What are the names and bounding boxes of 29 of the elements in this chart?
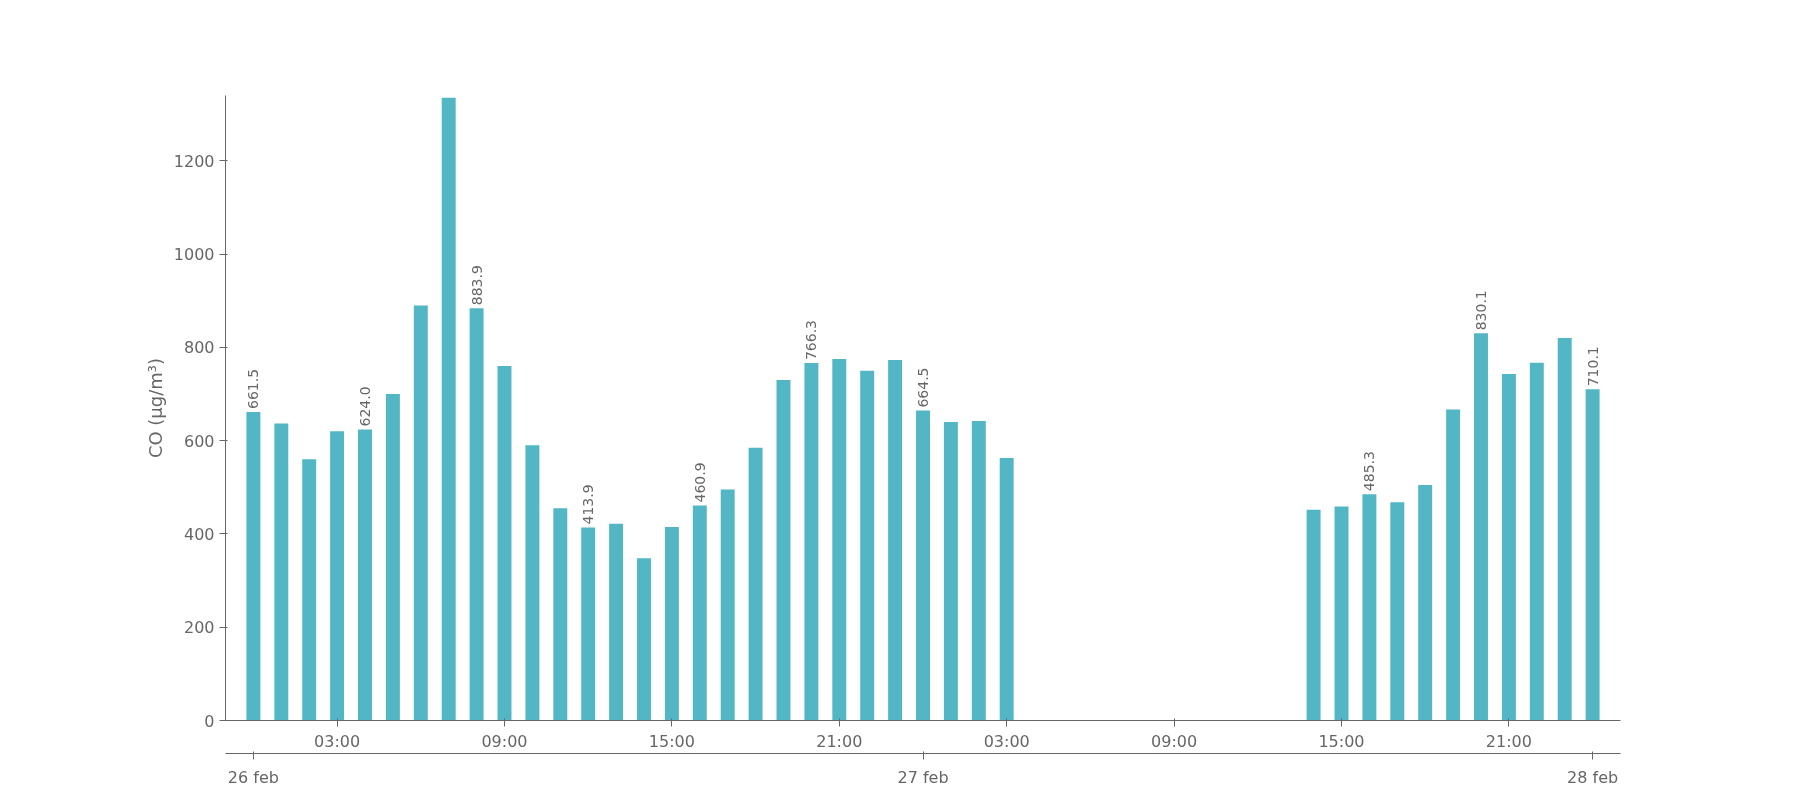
y-tick-label: 1200 — [173, 151, 215, 171]
x-tick-label: 03:00 — [314, 731, 361, 751]
data-label: 413.9 — [580, 484, 597, 525]
x-tick-label: 09:00 — [1151, 731, 1198, 751]
y-tick-label: 400 — [183, 524, 215, 544]
x-tick-label: 15:00 — [1318, 731, 1365, 751]
x-tick-label: 09:00 — [481, 731, 528, 751]
x2-tick-label: 28 feb — [1567, 767, 1619, 787]
y-axis-title: CO (μg/m³) — [144, 357, 166, 459]
x2-tick-label: 26 feb — [227, 767, 279, 787]
data-label: 710.1 — [1584, 346, 1601, 387]
data-label: 883.9 — [468, 265, 485, 306]
x-tick-label: 15:00 — [648, 731, 695, 751]
data-label: 664.5 — [915, 367, 931, 408]
y-tick-label: 1000 — [173, 245, 215, 265]
data-label: 830.1 — [1473, 290, 1489, 331]
x-tick-label: 21:00 — [1485, 731, 1532, 751]
data-label: 624.0 — [357, 386, 373, 427]
y-tick-label: 200 — [183, 618, 215, 638]
data-label: 485.3 — [1361, 451, 1378, 492]
y-tick-label: 600 — [183, 431, 215, 451]
data-label: 661.5 — [245, 368, 262, 409]
x-tick-label: 03:00 — [983, 731, 1030, 751]
y-tick-label: 0 — [204, 711, 215, 731]
y-tick-label: 800 — [183, 338, 215, 358]
data-label: 460.9 — [691, 462, 708, 503]
data-label: 766.3 — [803, 319, 820, 361]
x2-tick-label: 27 feb — [897, 767, 949, 787]
x-tick-label: 21:00 — [816, 731, 863, 751]
